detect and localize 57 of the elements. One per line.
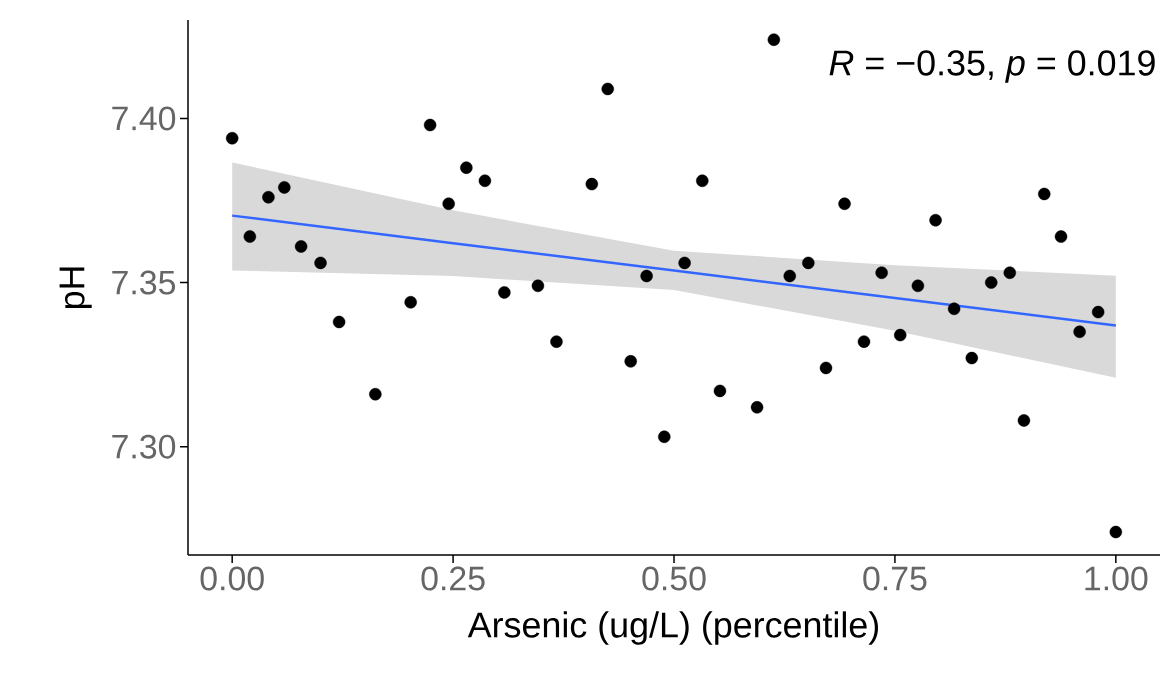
point xyxy=(783,269,796,283)
point xyxy=(857,335,871,348)
point xyxy=(294,240,308,253)
point xyxy=(369,387,382,401)
point xyxy=(1073,325,1086,339)
point xyxy=(875,266,888,279)
point xyxy=(1017,414,1031,427)
point xyxy=(624,355,637,368)
y-tick-label: 7.30 xyxy=(112,434,176,459)
point xyxy=(947,302,961,316)
point xyxy=(696,174,709,188)
point xyxy=(929,214,942,227)
point xyxy=(658,430,671,444)
point xyxy=(601,82,614,96)
point xyxy=(767,33,781,46)
y-axis-title: pH xyxy=(59,267,92,309)
point xyxy=(550,335,563,348)
point xyxy=(802,256,815,270)
annotation: R = −0.35, p = 0.019 xyxy=(829,50,1155,83)
point xyxy=(404,296,417,309)
point xyxy=(911,279,925,293)
point xyxy=(1109,525,1123,539)
point xyxy=(1054,230,1068,243)
x-axis-title: Arsenic (ug/L) (percentile) xyxy=(467,611,878,645)
x-tick-label: 0.50 xyxy=(642,566,706,591)
point xyxy=(965,351,978,365)
point xyxy=(678,256,691,270)
x-tick-label: 1.00 xyxy=(1085,566,1148,591)
point xyxy=(332,315,346,329)
line-series xyxy=(230,214,1118,327)
point xyxy=(819,361,833,375)
y-tick-label: 7.40 xyxy=(112,106,176,131)
x-tick-label: 0.00 xyxy=(200,566,264,591)
y-tick-label: 7.35 xyxy=(112,270,176,295)
point xyxy=(585,177,599,191)
point xyxy=(460,161,473,174)
point xyxy=(423,118,437,132)
point xyxy=(243,230,257,243)
point xyxy=(640,269,653,283)
point xyxy=(985,276,998,289)
point xyxy=(442,197,455,210)
point xyxy=(1003,266,1016,279)
point xyxy=(262,191,275,204)
point xyxy=(498,286,511,299)
point xyxy=(314,256,327,270)
point xyxy=(1038,187,1051,201)
x-tick-label: 0.75 xyxy=(863,566,927,591)
point xyxy=(750,401,764,414)
point xyxy=(894,328,907,342)
point xyxy=(225,131,239,145)
x-tick-label: 0.25 xyxy=(421,566,485,591)
point xyxy=(838,197,851,210)
point xyxy=(278,181,291,194)
point xyxy=(478,174,492,188)
point xyxy=(713,384,727,398)
point xyxy=(1091,305,1105,319)
point xyxy=(531,279,545,293)
